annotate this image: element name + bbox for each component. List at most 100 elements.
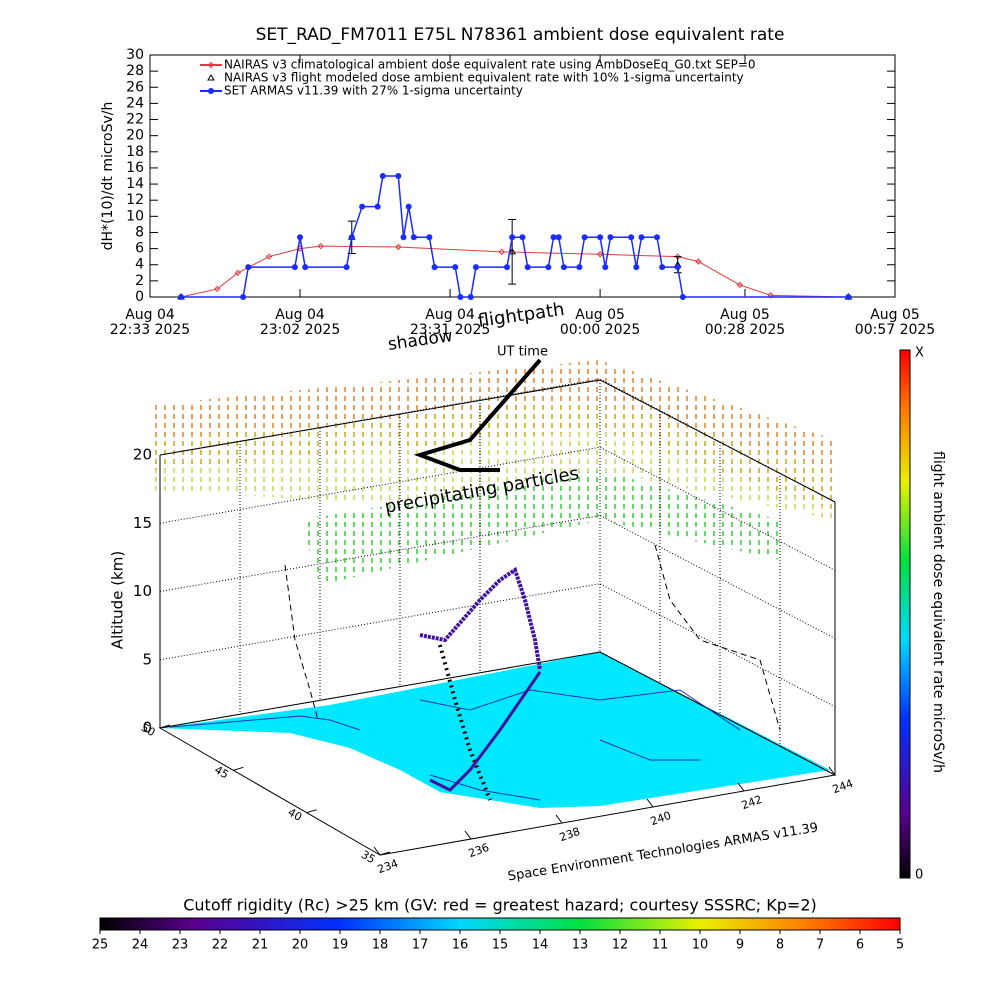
flight-path-ground — [429, 671, 542, 792]
data-point — [374, 203, 381, 210]
map-contours — [169, 689, 741, 801]
colorbar-tick-label: 11 — [652, 938, 669, 953]
data-point — [659, 264, 666, 271]
data-point — [214, 285, 221, 293]
colorbar-tick-label: 12 — [612, 938, 629, 953]
lat-tick-label: 35 — [359, 848, 378, 866]
data-point — [291, 264, 298, 271]
colorbar-tick-label: 19 — [332, 938, 349, 953]
data-point — [638, 234, 645, 241]
data-point — [736, 281, 743, 289]
data-point — [695, 258, 702, 265]
data-point — [359, 203, 366, 210]
data-point — [524, 264, 531, 271]
lat-tick-label: 45 — [212, 763, 231, 781]
x-tick-label: Aug 04 — [425, 307, 475, 323]
y-tick-label: 18 — [126, 144, 144, 160]
flight-colorbar — [900, 350, 910, 878]
lat-tick — [159, 724, 171, 729]
rigidity-colorbar — [100, 918, 900, 930]
lon-tick-label: 236 — [467, 841, 491, 860]
data-point — [607, 234, 614, 241]
colorbar-tick-label: 13 — [572, 938, 589, 953]
lat-tick — [379, 851, 391, 856]
y-tick-label: 6 — [135, 241, 144, 257]
data-point — [405, 203, 412, 210]
z-tick-label: 0 — [142, 719, 152, 737]
x-tick-label: 00:00 2025 — [560, 322, 640, 338]
data-point — [679, 294, 686, 300]
data-point — [560, 264, 567, 271]
data-point — [234, 269, 242, 277]
flight-shadow-path — [413, 358, 542, 472]
data-point — [426, 234, 433, 241]
particle-layer-yellow — [150, 400, 835, 520]
y-tick-label: 28 — [126, 63, 144, 79]
data-point — [410, 234, 417, 241]
x-tick-label: 00:57 2025 — [855, 322, 935, 338]
data-point — [457, 294, 464, 300]
lat-tick-label: 40 — [286, 806, 305, 824]
flight-colorbar-frame — [899, 349, 911, 879]
data-point — [265, 253, 273, 260]
data-point — [503, 264, 510, 271]
colorbar-tick-label: 22 — [212, 938, 229, 953]
lon-tick-label: 238 — [558, 825, 582, 844]
x-tick-label: Aug 04 — [125, 307, 175, 323]
legend-label: NAIRAS v3 flight modeled dose ambient eq… — [224, 71, 744, 85]
y-tick-label: 20 — [126, 128, 144, 144]
dashed-boundary — [654, 544, 781, 731]
lat-tick — [233, 766, 244, 771]
data-point — [509, 234, 516, 241]
annotation: UT time — [497, 345, 548, 360]
x-tick-label: Aug 05 — [720, 307, 770, 323]
flight-path — [419, 566, 542, 671]
credit: Space Environment Technologies ARMAS v11… — [507, 820, 819, 884]
lon-tick — [373, 846, 381, 856]
data-point — [674, 264, 681, 271]
colorbar-tick-label: 24 — [132, 938, 149, 953]
series-line — [181, 175, 849, 298]
colorbar-tick-label: 10 — [692, 938, 709, 953]
lon-tick-label: 234 — [376, 857, 400, 876]
data-point — [545, 264, 552, 271]
lon-tick-label: 244 — [831, 777, 855, 796]
colorbar-label: flight ambient dose equivalent rate micr… — [930, 451, 946, 773]
lon-tick — [646, 798, 654, 808]
z-tick-label: 15 — [133, 514, 152, 532]
data-point — [654, 234, 661, 241]
data-point — [395, 173, 402, 179]
colorbar-tick-label: 23 — [172, 938, 189, 953]
y-tick-label: 24 — [126, 95, 144, 111]
z-tick-label: 20 — [133, 446, 152, 464]
colorbar-tick-label: 15 — [492, 938, 509, 953]
data-point — [343, 264, 350, 271]
y-tick-label: 4 — [135, 257, 144, 273]
data-point — [317, 242, 324, 250]
data-point — [596, 251, 604, 258]
data-point — [767, 292, 775, 299]
x-tick-label: Aug 05 — [870, 307, 920, 323]
colorbar-title: Cutoff rigidity (Rc) >25 km (GV: red = g… — [183, 896, 817, 915]
series-line — [180, 245, 849, 298]
lon-tick-label: 240 — [649, 809, 673, 828]
data-point — [602, 264, 609, 271]
legend-marker — [208, 88, 214, 94]
data-point — [245, 264, 252, 271]
data-point — [581, 234, 588, 241]
y-tick-label: 10 — [126, 208, 144, 224]
lon-tick — [828, 766, 836, 776]
data-point — [348, 234, 355, 241]
x-tick-label: Aug 05 — [575, 307, 625, 323]
legend-marker — [207, 74, 215, 81]
data-point — [550, 234, 557, 241]
dashed-boundary — [284, 564, 319, 721]
y-tick-label: 16 — [126, 160, 144, 176]
lat-tick — [306, 809, 317, 814]
colorbar-tick-label: 21 — [252, 938, 269, 953]
lon-tick — [737, 782, 745, 792]
y-tick-label: 8 — [135, 224, 144, 240]
data-point — [498, 248, 506, 256]
lon-tick — [464, 830, 472, 840]
data-point — [379, 173, 386, 179]
